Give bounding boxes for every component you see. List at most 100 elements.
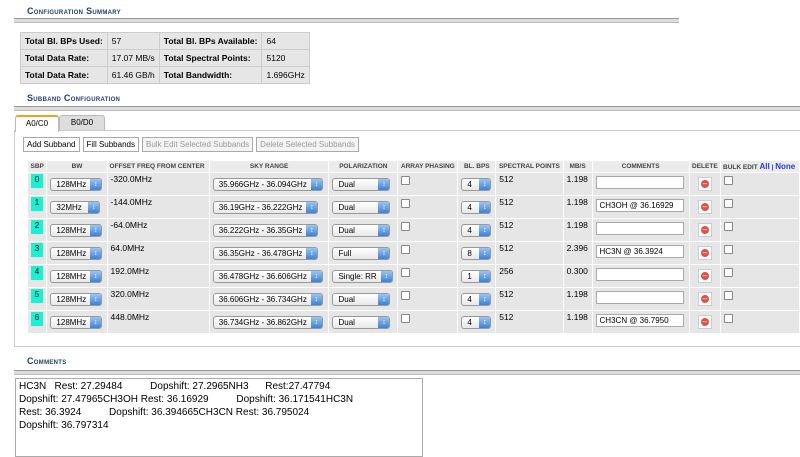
bw-select[interactable]: 128MHz ↕	[50, 178, 103, 191]
bl-bps-select[interactable]: 1 ↕	[461, 270, 492, 283]
table-row: 1 32MHz ↕ -144.0MHz 36.19GHz - 36.222GHz ↕…	[26, 195, 800, 219]
polarization-select-value: Dual	[338, 203, 355, 212]
array-phasing-checkbox[interactable]	[401, 176, 411, 185]
tab-a0c0[interactable]: A0/C0	[15, 115, 59, 132]
bulk-edit-button[interactable]: Bulk Edit Selected Subbands	[141, 137, 254, 152]
minus-circle-icon: –	[700, 271, 709, 280]
updown-arrows-icon: ↕	[310, 179, 322, 190]
polarization-select[interactable]: Dual ↕	[332, 224, 391, 237]
polarization-select[interactable]: Dual ↕	[332, 316, 391, 329]
polarization-select[interactable]: Single: RR ↕	[332, 270, 393, 283]
polarization-select[interactable]: Dual ↕	[332, 178, 391, 191]
array-phasing-checkbox[interactable]	[401, 199, 411, 208]
bulk-edit-checkbox[interactable]	[724, 314, 734, 323]
polarization-select-value: Dual	[338, 226, 355, 235]
comment-input[interactable]	[595, 268, 684, 281]
updown-arrows-icon: ↕	[479, 294, 491, 305]
delete-button[interactable]: –	[697, 223, 712, 237]
sky-range-select[interactable]: 36.606GHz - 36.734GHz ↕	[212, 293, 323, 306]
array-phasing-checkbox[interactable]	[401, 222, 411, 231]
offset-freq: -320.0MHz	[106, 172, 210, 196]
col-pol: POLARIZATION	[328, 160, 399, 173]
delete-button[interactable]: –	[697, 292, 712, 306]
summary-label: Total Bl. BPs Available:	[158, 32, 263, 50]
summary-row: Total Data Rate: 61.46 GB/h Total Bandwidt…	[20, 66, 310, 84]
delete-button[interactable]: –	[697, 315, 712, 329]
table-row: 3 128MHz ↕ 64.0MHz 36.35GHz - 36.478GHz ↕ …	[26, 241, 800, 265]
sky-range-select[interactable]: 36.222GHz - 36.35GHz ↕	[212, 224, 319, 237]
sky-range-select[interactable]: 36.19GHz - 36.222GHz ↕	[212, 201, 319, 214]
select-none-link[interactable]: None	[775, 162, 796, 171]
polarization-select-value: Dual	[338, 180, 355, 189]
sky-range-select[interactable]: 35.966GHz - 36.094GHz ↕	[212, 178, 323, 191]
bl-bps-select[interactable]: 8 ↕	[461, 247, 492, 260]
offset-freq: 448.0MHz	[106, 310, 210, 334]
col-sbp: SBP	[26, 160, 48, 173]
polarization-select[interactable]: Full ↕	[332, 247, 391, 260]
spectral-points: 512	[495, 195, 564, 219]
tab-b0d0[interactable]: B0/D0	[59, 115, 105, 130]
array-phasing-checkbox[interactable]	[401, 291, 411, 300]
sky-range-select[interactable]: 36.35GHz - 36.478GHz ↕	[212, 247, 319, 260]
bulk-label: BULK EDIT	[723, 164, 758, 171]
polarization-select[interactable]: Dual ↕	[332, 201, 391, 214]
comment-input[interactable]	[595, 222, 684, 235]
sbp-badge: 5	[31, 289, 43, 303]
comments-textarea[interactable]: HC3N Rest: 27.29484 Dopshift: 27.2965NH3…	[15, 378, 423, 457]
array-phasing-checkbox[interactable]	[401, 245, 411, 254]
delete-button[interactable]: –	[697, 200, 712, 214]
bl-bps-select[interactable]: 4 ↕	[461, 178, 492, 191]
bw-select[interactable]: 128MHz ↕	[50, 224, 103, 237]
bw-select[interactable]: 128MHz ↕	[50, 247, 103, 260]
bulk-edit-checkbox[interactable]	[724, 222, 734, 231]
sky-range-select[interactable]: 36.478GHz - 36.606GHz ↕	[212, 270, 323, 283]
comment-input[interactable]	[595, 176, 684, 189]
delete-selected-button[interactable]: Delete Selected Subbands	[256, 137, 359, 152]
comment-input[interactable]: CH3CN @ 36.7950	[595, 314, 684, 327]
comment-input[interactable]: CH3OH @ 36.16929	[595, 199, 684, 212]
bulk-edit-checkbox[interactable]	[724, 176, 734, 185]
bulk-edit-checkbox[interactable]	[724, 291, 734, 300]
polarization-select[interactable]: Dual ↕	[332, 293, 391, 306]
sbp-badge: 1	[31, 197, 43, 211]
comment-input[interactable]	[595, 291, 684, 304]
offset-freq: -64.0MHz	[106, 218, 210, 242]
updown-arrows-icon: ↕	[90, 248, 102, 259]
delete-button[interactable]: –	[697, 269, 712, 283]
bw-select-value: 32MHz	[56, 203, 82, 212]
updown-arrows-icon: ↕	[90, 294, 102, 305]
bl-bps-select[interactable]: 4 ↕	[461, 224, 492, 237]
bw-select[interactable]: 128MHz ↕	[50, 270, 103, 283]
bl-bps-select-value: 8	[467, 249, 472, 258]
bl-bps-select[interactable]: 4 ↕	[461, 316, 492, 329]
delete-button[interactable]: –	[697, 246, 712, 260]
bulk-edit-checkbox[interactable]	[724, 268, 734, 277]
add-subband-button[interactable]: Add Subband	[23, 137, 80, 152]
delete-button[interactable]: –	[697, 177, 712, 191]
comment-input[interactable]: HC3N @ 36.3924	[595, 245, 684, 258]
sky-range-select[interactable]: 36.734GHz - 36.862GHz ↕	[212, 316, 323, 329]
bl-bps-select-value: 4	[467, 295, 472, 304]
fill-subbands-button[interactable]: Fill Subbands	[82, 137, 139, 152]
select-all-link[interactable]: All	[759, 162, 770, 171]
bl-bps-select[interactable]: 4 ↕	[461, 293, 492, 306]
bulk-edit-checkbox[interactable]	[724, 199, 734, 208]
array-phasing-checkbox[interactable]	[401, 268, 411, 277]
updown-arrows-icon: ↕	[90, 225, 102, 236]
sbp-badge: 3	[31, 243, 43, 257]
minus-circle-icon: –	[700, 179, 709, 188]
summary-row: Total Data Rate: 17.07 MB/s Total Spectral…	[20, 49, 310, 67]
bw-select[interactable]: 128MHz ↕	[50, 316, 103, 329]
updown-arrows-icon: ↕	[306, 225, 318, 236]
bw-select[interactable]: 128MHz ↕	[50, 293, 103, 306]
bl-bps-select[interactable]: 4 ↕	[461, 201, 492, 214]
updown-arrows-icon: ↕	[479, 179, 491, 190]
offset-freq: 64.0MHz	[106, 241, 210, 265]
bw-select[interactable]: 32MHz ↕	[50, 201, 101, 214]
array-phasing-checkbox[interactable]	[401, 314, 411, 323]
polarization-select-value: Single: RR	[338, 272, 377, 281]
updown-arrows-icon: ↕	[90, 179, 102, 190]
sky-range-select-value: 36.35GHz - 36.478GHz	[218, 249, 303, 258]
col-delete: DELETE	[688, 160, 722, 173]
bulk-edit-checkbox[interactable]	[724, 245, 734, 254]
